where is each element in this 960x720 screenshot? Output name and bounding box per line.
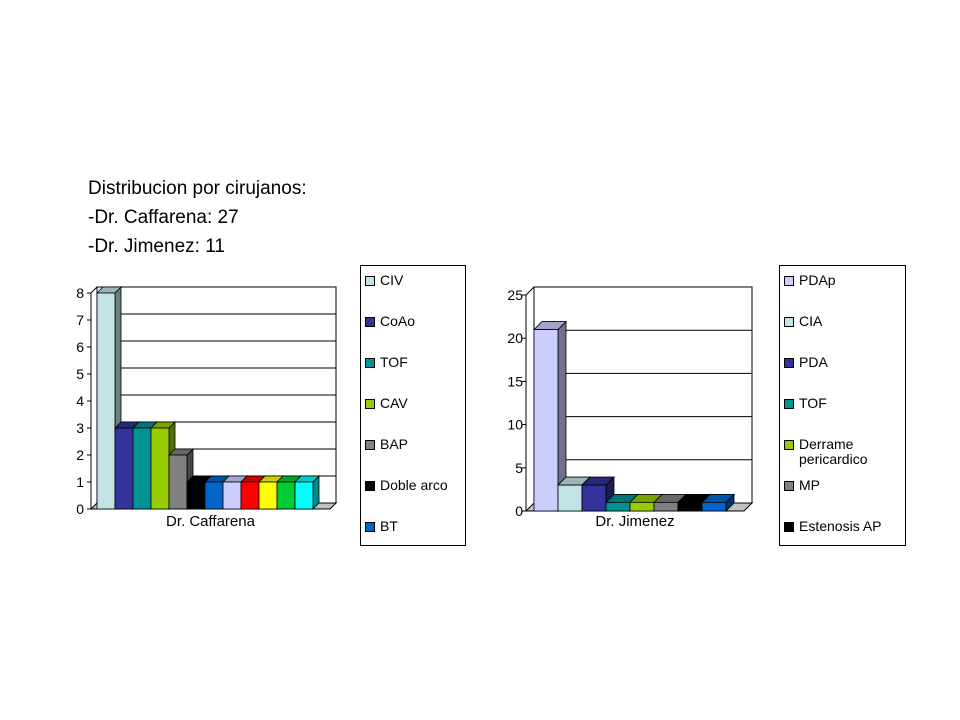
legend-item: CIA [784, 314, 822, 329]
legend-swatch [365, 481, 375, 491]
chart2-bar-mp [653, 501, 679, 512]
legend-label: MP [799, 477, 820, 493]
legend-swatch [784, 481, 794, 491]
legend-label: CoAo [380, 313, 416, 329]
chart1-tick-label: 7 [76, 312, 84, 328]
chart1-bar-doble-arco [186, 481, 206, 510]
chart2-bar-cia [557, 484, 583, 512]
chart1-tick-label: 3 [76, 420, 84, 436]
chart1-bar-civ [96, 292, 116, 510]
chart2-bar-derrame-pericardico [629, 501, 655, 512]
legend-swatch [784, 522, 794, 532]
legend-item: BAP [365, 437, 408, 452]
chart2-bar-pda [581, 484, 607, 512]
chart1-axis-edge [90, 286, 98, 294]
chart2-bar-pdap [533, 329, 559, 512]
chart2-bar-tof [605, 501, 631, 512]
intro-heading: Distribucion por cirujanos: [88, 178, 307, 199]
legend-label: Estenosis AP [799, 518, 882, 534]
chart2-tick-label: 20 [507, 330, 523, 346]
chart1-bar-cav [150, 427, 170, 510]
legend-label: CIA [799, 313, 823, 329]
legend-swatch [784, 399, 794, 409]
chart1-bar-8 [222, 481, 242, 510]
chart2-tick-label: 25 [507, 287, 523, 303]
legend-label: TOF [380, 354, 408, 370]
legend-label: CIV [380, 272, 404, 288]
chart2-bar-8 [701, 501, 727, 512]
legend-item: Doble arco [365, 478, 448, 493]
legend-label: Derrame pericardico [799, 436, 868, 467]
legend-jimenez: PDAp CIA PDA TOF Derrame pericardico MP Esteno… [779, 265, 906, 546]
legend-swatch [365, 358, 375, 368]
chart1-tick-label: 6 [76, 339, 84, 355]
chart1-bar-bap [168, 454, 188, 510]
chart1-bar-9 [240, 481, 260, 510]
legend-item: PDAp [784, 273, 836, 288]
chart1-x-axis-label: Dr. Caffarena [166, 513, 256, 530]
legend-label: BT [380, 518, 398, 534]
chart2-tick-label: 15 [507, 373, 523, 389]
chart1-bar-10 [258, 481, 278, 510]
legend-item: BT [365, 519, 398, 534]
legend-label: Doble arco [380, 477, 448, 493]
legend-item: Estenosis AP [784, 519, 882, 534]
chart1-tick-label: 8 [76, 285, 84, 301]
legend-swatch [784, 358, 794, 368]
legend-swatch [365, 317, 375, 327]
chart1-bar-bt [204, 481, 224, 510]
legend-swatch [365, 399, 375, 409]
legend-item: TOF [784, 396, 827, 411]
legend-swatch [784, 276, 794, 286]
legend-item: Derrame pericardico [784, 437, 867, 467]
legend-swatch [784, 317, 794, 327]
chart1-bar-11 [276, 481, 296, 510]
legend-item: TOF [365, 355, 408, 370]
chart2-tick-label: 0 [515, 503, 523, 519]
intro-line-jimenez: -Dr. Jimenez: 11 [88, 236, 225, 257]
chart1-tick-label: 0 [76, 501, 84, 517]
legend-item: MP [784, 478, 820, 493]
legend-label: PDAp [799, 272, 836, 288]
intro-line-caffarena: -Dr. Caffarena: 27 [88, 207, 239, 228]
chart1-tick-label: 1 [76, 474, 84, 490]
legend-label: TOF [799, 395, 827, 411]
chart1-tick-label: 2 [76, 447, 84, 463]
chart1-tick-label: 4 [76, 393, 84, 409]
chart2-tick-label: 5 [515, 460, 523, 476]
legend-label: CAV [380, 395, 408, 411]
legend-item: CAV [365, 396, 408, 411]
legend-swatch [365, 522, 375, 532]
legend-caffarena: CIV CoAo TOF CAV BAP Doble arco BT [360, 265, 466, 546]
chart2-tick-label: 10 [507, 417, 523, 433]
intro-text: Distribucion por cirujanos: -Dr. Caffare… [88, 174, 307, 261]
legend-swatch [365, 440, 375, 450]
legend-label: BAP [380, 436, 409, 452]
chart2-plot-area [526, 287, 752, 511]
chart1-tick-label: 5 [76, 366, 84, 382]
chart2-bar-estenosis-ap [677, 501, 703, 512]
legend-item: CIV [365, 273, 403, 288]
chart2-x-axis-label: Dr. Jimenez [595, 513, 674, 530]
chart1-bar-12 [294, 481, 314, 510]
legend-swatch [784, 440, 794, 450]
chart1-bar-tof [132, 427, 152, 510]
legend-swatch [365, 276, 375, 286]
legend-item: CoAo [365, 314, 415, 329]
chart1-bar-coao [114, 427, 134, 510]
chart2-axis-edge [525, 286, 535, 296]
legend-label: PDA [799, 354, 828, 370]
legend-item: PDA [784, 355, 828, 370]
